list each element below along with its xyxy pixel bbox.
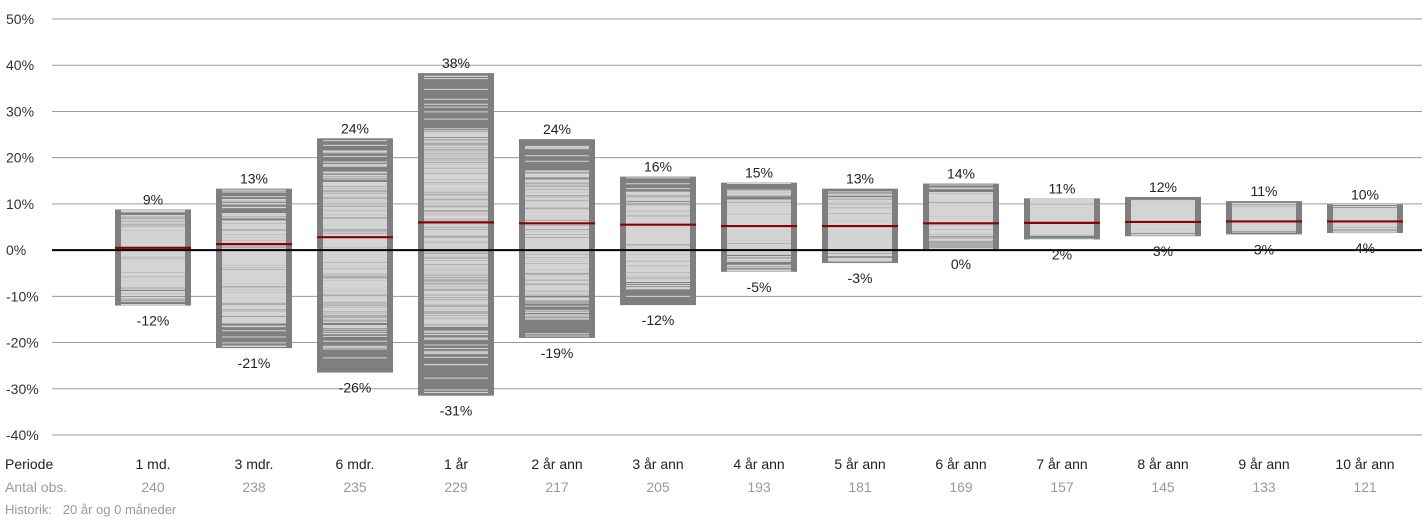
dense-band xyxy=(929,196,993,235)
period-label: 3 mdr. xyxy=(235,456,274,472)
range-bar xyxy=(923,183,999,250)
range-bar xyxy=(721,182,797,272)
dense-band xyxy=(626,202,690,277)
min-value-label: -26% xyxy=(339,380,372,396)
bar-value-labels: 9% -12% 13% -21% 24% -26% 38% -31% 24% -19% 16% -12… xyxy=(137,55,1379,419)
max-value-label: 10% xyxy=(1351,186,1379,202)
observation-count: 238 xyxy=(242,479,266,495)
history-footnote: Historik: 20 år og 0 måneder xyxy=(5,502,177,517)
y-tick-label: 0% xyxy=(6,242,26,258)
range-bar xyxy=(822,188,898,264)
min-value-label: 3% xyxy=(1153,243,1173,259)
y-tick-label: 10% xyxy=(6,196,34,212)
min-value-label: -19% xyxy=(541,345,574,361)
y-tick-label: -20% xyxy=(6,335,39,351)
observation-count: 229 xyxy=(444,479,468,495)
max-value-label: 16% xyxy=(644,159,672,175)
y-tick-label: 40% xyxy=(6,57,34,73)
dense-band xyxy=(121,228,185,285)
range-bar xyxy=(418,73,494,396)
range-bar xyxy=(1024,198,1100,240)
max-value-label: 15% xyxy=(745,165,773,181)
observation-count: 181 xyxy=(848,479,872,495)
y-tick-label: 30% xyxy=(6,103,34,119)
max-value-label: 9% xyxy=(143,191,163,207)
observation-count: 157 xyxy=(1050,479,1074,495)
max-value-label: 13% xyxy=(846,171,874,187)
min-value-label: 2% xyxy=(1052,246,1072,262)
max-value-label: 13% xyxy=(240,171,268,187)
dense-band xyxy=(424,137,488,325)
dense-band xyxy=(1030,206,1094,231)
range-bar xyxy=(115,209,191,306)
max-value-label: 24% xyxy=(543,121,571,137)
observation-count: 193 xyxy=(747,479,771,495)
range-bar xyxy=(1125,196,1201,237)
y-tick-label: -10% xyxy=(6,288,39,304)
period-row-label: Periode xyxy=(5,456,53,472)
period-label: 5 år ann xyxy=(834,456,885,472)
y-tick-label: -40% xyxy=(6,427,39,443)
observation-count: 240 xyxy=(141,479,165,495)
observation-count: 169 xyxy=(949,479,973,495)
y-axis-tick-labels: 50% 40% 30% 20% 10% 0% -10% -20% -30% -40% xyxy=(6,11,39,443)
period-label: 8 år ann xyxy=(1137,456,1188,472)
y-tick-label: -30% xyxy=(6,381,39,397)
min-value-label: -12% xyxy=(137,313,170,329)
min-value-label: -31% xyxy=(440,403,473,419)
max-value-label: 11% xyxy=(1251,183,1278,199)
min-value-label: 3% xyxy=(1254,241,1274,257)
observation-count: 205 xyxy=(646,479,670,495)
category-table: Periode Antal obs. Historik: 20 år og 0 … xyxy=(5,456,1395,517)
range-bar xyxy=(1226,201,1302,235)
period-label: 6 mdr. xyxy=(336,456,375,472)
range-bar xyxy=(519,139,595,338)
dense-band xyxy=(525,178,589,295)
range-bar xyxy=(317,138,393,373)
period-label: 2 år ann xyxy=(531,456,582,472)
min-value-label: -21% xyxy=(238,355,271,371)
period-label: 6 år ann xyxy=(935,456,986,472)
min-value-label: 0% xyxy=(951,256,971,272)
period-label: 4 år ann xyxy=(733,456,784,472)
range-bars xyxy=(115,73,1403,396)
dense-band xyxy=(323,185,387,322)
y-tick-label: 20% xyxy=(6,150,34,166)
min-value-label: -12% xyxy=(642,312,675,328)
range-bar xyxy=(620,176,696,306)
y-tick-label: 50% xyxy=(6,11,34,27)
observation-count: 145 xyxy=(1151,479,1175,495)
period-label: 3 år ann xyxy=(632,456,683,472)
period-label: 9 år ann xyxy=(1238,456,1289,472)
observation-count: 217 xyxy=(545,479,569,495)
dense-band xyxy=(1131,204,1195,228)
observation-count: 133 xyxy=(1252,479,1276,495)
dense-band xyxy=(1232,207,1296,228)
min-value-label: -3% xyxy=(848,270,873,286)
min-value-label: -5% xyxy=(747,279,772,295)
period-label: 1 år xyxy=(444,456,468,472)
observation-count: 121 xyxy=(1353,479,1377,495)
range-bar xyxy=(1327,204,1403,234)
max-value-label: 11% xyxy=(1049,180,1076,196)
dense-band xyxy=(222,220,286,314)
max-value-label: 14% xyxy=(947,166,975,182)
dense-band xyxy=(1333,210,1397,227)
max-value-label: 12% xyxy=(1149,179,1177,195)
period-label: 10 år ann xyxy=(1335,456,1394,472)
observations-row-label: Antal obs. xyxy=(5,479,67,495)
max-value-label: 24% xyxy=(341,120,369,136)
observation-count: 235 xyxy=(343,479,367,495)
max-value-label: 38% xyxy=(442,55,470,71)
range-bar xyxy=(216,188,292,349)
min-value-label: 4% xyxy=(1355,240,1375,256)
period-label: 1 md. xyxy=(135,456,170,472)
period-label: 7 år ann xyxy=(1036,456,1087,472)
